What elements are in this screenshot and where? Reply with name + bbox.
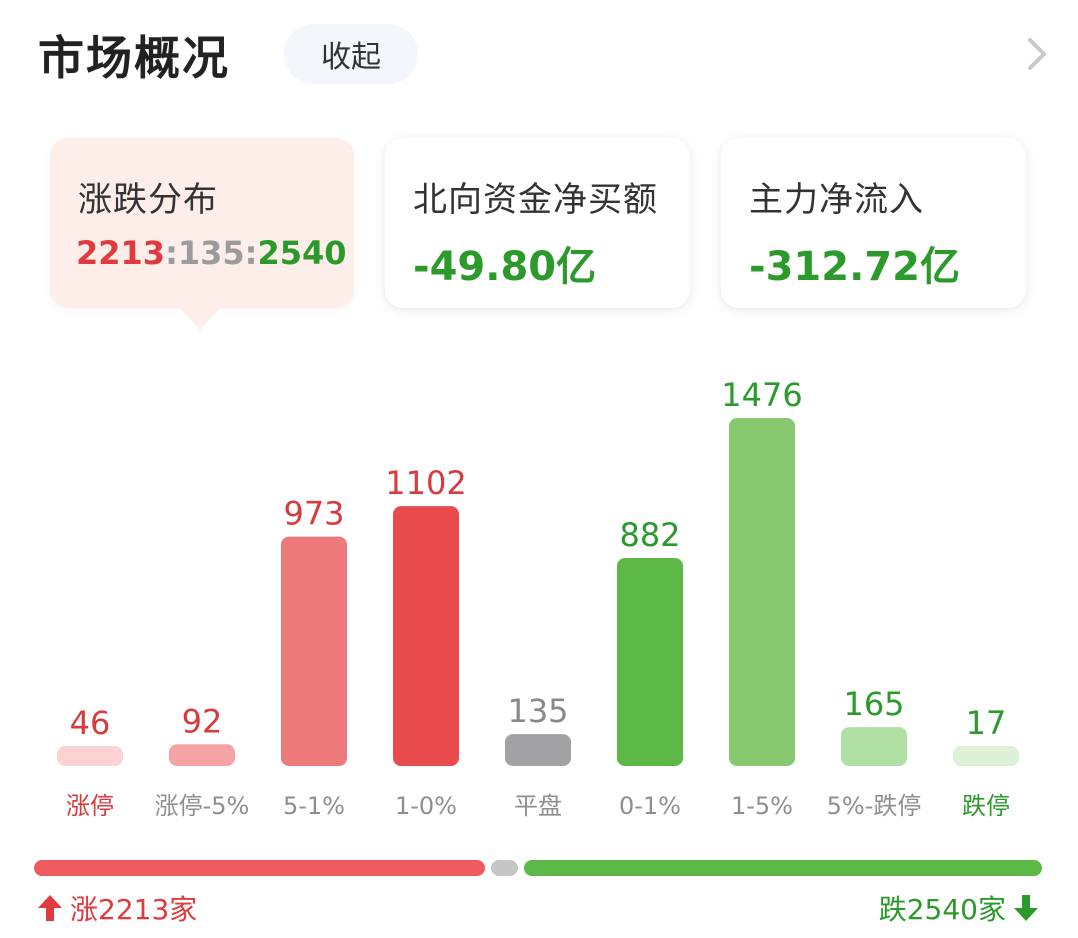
rise-count: 2213	[76, 234, 166, 272]
rise-fall-ratio: 2213:135:2540	[76, 234, 347, 272]
bar-4	[505, 734, 571, 766]
rise-ratio-bar	[34, 860, 485, 876]
rise-summary: 涨2213家	[36, 888, 197, 928]
rise-fall-distribution-card[interactable]: 涨跌分布 2213:135:2540	[50, 138, 354, 308]
bar-5	[617, 558, 683, 766]
bar-value-label: 135	[507, 692, 568, 730]
page-title: 市场概况	[38, 31, 230, 85]
bar-value-label: 165	[843, 685, 904, 723]
bar-value-label: 973	[283, 495, 344, 533]
bar-2	[281, 536, 347, 766]
bar-6	[729, 418, 795, 766]
bar-3	[393, 506, 459, 766]
northbound-funds-card[interactable]: 北向资金净买额 -49.80亿	[385, 138, 690, 308]
chevron-right-icon[interactable]	[1018, 34, 1054, 74]
arrow-down-icon	[1014, 895, 1038, 921]
category-label: 跌停	[962, 792, 1010, 820]
bar-value-label: 92	[182, 702, 223, 740]
bar-8	[953, 746, 1019, 766]
bar-value-label: 882	[619, 516, 680, 554]
category-label: 0-1%	[619, 792, 681, 820]
bar-value-label: 1102	[385, 464, 466, 502]
flat-ratio-bar	[490, 860, 519, 876]
active-card-pointer	[178, 306, 222, 330]
fall-count: 2540	[257, 234, 347, 272]
ratio-separator: :	[165, 234, 178, 272]
category-label: 5%-跌停	[827, 792, 922, 820]
arrow-up-icon	[38, 895, 62, 921]
flat-count: 135	[177, 234, 245, 272]
rise-summary-label: 涨2213家	[70, 893, 198, 926]
card-label: 涨跌分布	[78, 180, 218, 220]
fall-ratio-bar	[524, 860, 1042, 876]
fall-summary-label: 跌2540家	[878, 893, 1006, 926]
fall-summary: 跌2540家	[879, 888, 1040, 928]
bar-7	[841, 727, 907, 766]
category-label: 平盘	[514, 792, 562, 820]
bar-0	[57, 746, 123, 766]
bar-value-label: 17	[966, 704, 1007, 742]
main-net-inflow-value: -312.72亿	[749, 244, 960, 290]
card-label: 主力净流入	[749, 180, 924, 220]
category-label: 5-1%	[283, 792, 345, 820]
category-label: 涨停	[66, 792, 114, 820]
category-label: 1-0%	[395, 792, 457, 820]
card-label: 北向资金净买额	[413, 180, 658, 220]
category-label: 涨停-5%	[155, 792, 250, 820]
bar-value-label: 1476	[721, 376, 802, 414]
rise-fall-distribution-chart: 46 涨停 92 涨停-5% 973 5-1% 1102 1-0% 135 平盘 882 0-1% 14…	[57, 376, 1019, 820]
northbound-net-buy-value: -49.80亿	[413, 244, 597, 290]
bar-1	[169, 744, 235, 766]
bar-value-label: 46	[70, 704, 111, 742]
main-net-inflow-card[interactable]: 主力净流入 -312.72亿	[721, 138, 1026, 308]
ratio-separator: :	[244, 234, 258, 272]
category-label: 1-5%	[731, 792, 793, 820]
collapse-button[interactable]: 收起	[284, 24, 418, 84]
